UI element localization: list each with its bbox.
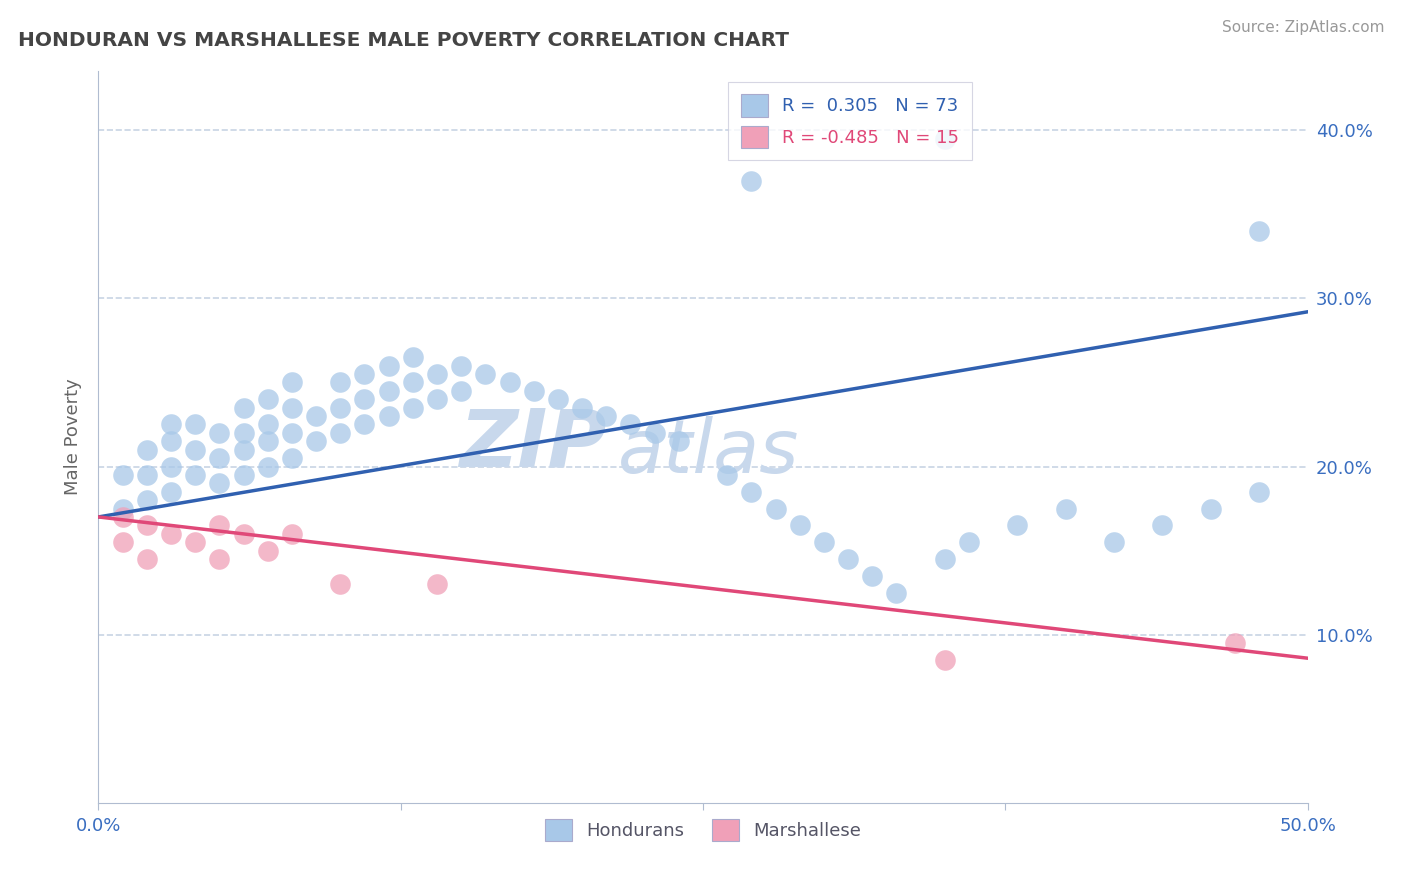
Point xyxy=(353,417,375,432)
Point xyxy=(256,543,278,558)
Point xyxy=(353,367,375,381)
Point xyxy=(765,501,787,516)
Point xyxy=(160,434,183,449)
Point xyxy=(256,417,278,432)
Point xyxy=(135,552,157,566)
Point xyxy=(111,535,134,549)
Point xyxy=(813,535,835,549)
Y-axis label: Male Poverty: Male Poverty xyxy=(63,379,82,495)
Point xyxy=(934,131,956,145)
Point xyxy=(740,174,762,188)
Point xyxy=(740,484,762,499)
Point xyxy=(1223,636,1246,650)
Point xyxy=(450,359,472,373)
Point xyxy=(208,451,231,466)
Point xyxy=(329,376,352,390)
Point xyxy=(184,535,207,549)
Point xyxy=(184,417,207,432)
Point xyxy=(402,401,425,415)
Point xyxy=(377,384,399,398)
Point xyxy=(256,434,278,449)
Point xyxy=(668,434,690,449)
Point xyxy=(523,384,546,398)
Point xyxy=(329,425,352,440)
Point xyxy=(256,459,278,474)
Point xyxy=(353,392,375,407)
Point xyxy=(208,425,231,440)
Point xyxy=(111,467,134,482)
Point xyxy=(232,401,254,415)
Text: HONDURAN VS MARSHALLESE MALE POVERTY CORRELATION CHART: HONDURAN VS MARSHALLESE MALE POVERTY COR… xyxy=(18,31,789,50)
Point xyxy=(184,467,207,482)
Point xyxy=(135,493,157,508)
Point xyxy=(1102,535,1125,549)
Point xyxy=(160,526,183,541)
Point xyxy=(281,451,304,466)
Point xyxy=(619,417,641,432)
Point xyxy=(111,501,134,516)
Point xyxy=(281,401,304,415)
Point xyxy=(305,434,328,449)
Point xyxy=(402,376,425,390)
Point xyxy=(886,585,908,599)
Point xyxy=(160,459,183,474)
Point xyxy=(1007,518,1029,533)
Point xyxy=(498,376,520,390)
Point xyxy=(450,384,472,398)
Point xyxy=(377,359,399,373)
Point xyxy=(571,401,593,415)
Point xyxy=(595,409,617,423)
Text: atlas: atlas xyxy=(619,416,800,488)
Point xyxy=(160,484,183,499)
Point xyxy=(402,350,425,364)
Point xyxy=(184,442,207,457)
Point xyxy=(1249,484,1271,499)
Point xyxy=(837,552,859,566)
Point xyxy=(474,367,496,381)
Point xyxy=(426,577,449,591)
Point xyxy=(208,552,231,566)
Point xyxy=(232,442,254,457)
Text: ZIP: ZIP xyxy=(458,405,606,483)
Point xyxy=(111,510,134,524)
Point xyxy=(644,425,666,440)
Point xyxy=(208,476,231,491)
Point xyxy=(305,409,328,423)
Point xyxy=(135,467,157,482)
Point xyxy=(232,425,254,440)
Point xyxy=(1249,224,1271,238)
Point xyxy=(135,442,157,457)
Point xyxy=(1199,501,1222,516)
Point xyxy=(547,392,569,407)
Point xyxy=(426,367,449,381)
Point xyxy=(160,417,183,432)
Point xyxy=(208,518,231,533)
Point xyxy=(1054,501,1077,516)
Point xyxy=(934,653,956,667)
Point xyxy=(860,569,883,583)
Point xyxy=(256,392,278,407)
Text: Source: ZipAtlas.com: Source: ZipAtlas.com xyxy=(1222,20,1385,35)
Point xyxy=(1152,518,1174,533)
Point xyxy=(281,526,304,541)
Legend: Hondurans, Marshallese: Hondurans, Marshallese xyxy=(537,812,869,848)
Point xyxy=(789,518,811,533)
Point xyxy=(957,535,980,549)
Point xyxy=(232,467,254,482)
Point xyxy=(329,401,352,415)
Point xyxy=(329,577,352,591)
Point xyxy=(377,409,399,423)
Point xyxy=(232,526,254,541)
Point xyxy=(934,552,956,566)
Point xyxy=(426,392,449,407)
Point xyxy=(281,425,304,440)
Point xyxy=(716,467,738,482)
Point xyxy=(281,376,304,390)
Point xyxy=(135,518,157,533)
